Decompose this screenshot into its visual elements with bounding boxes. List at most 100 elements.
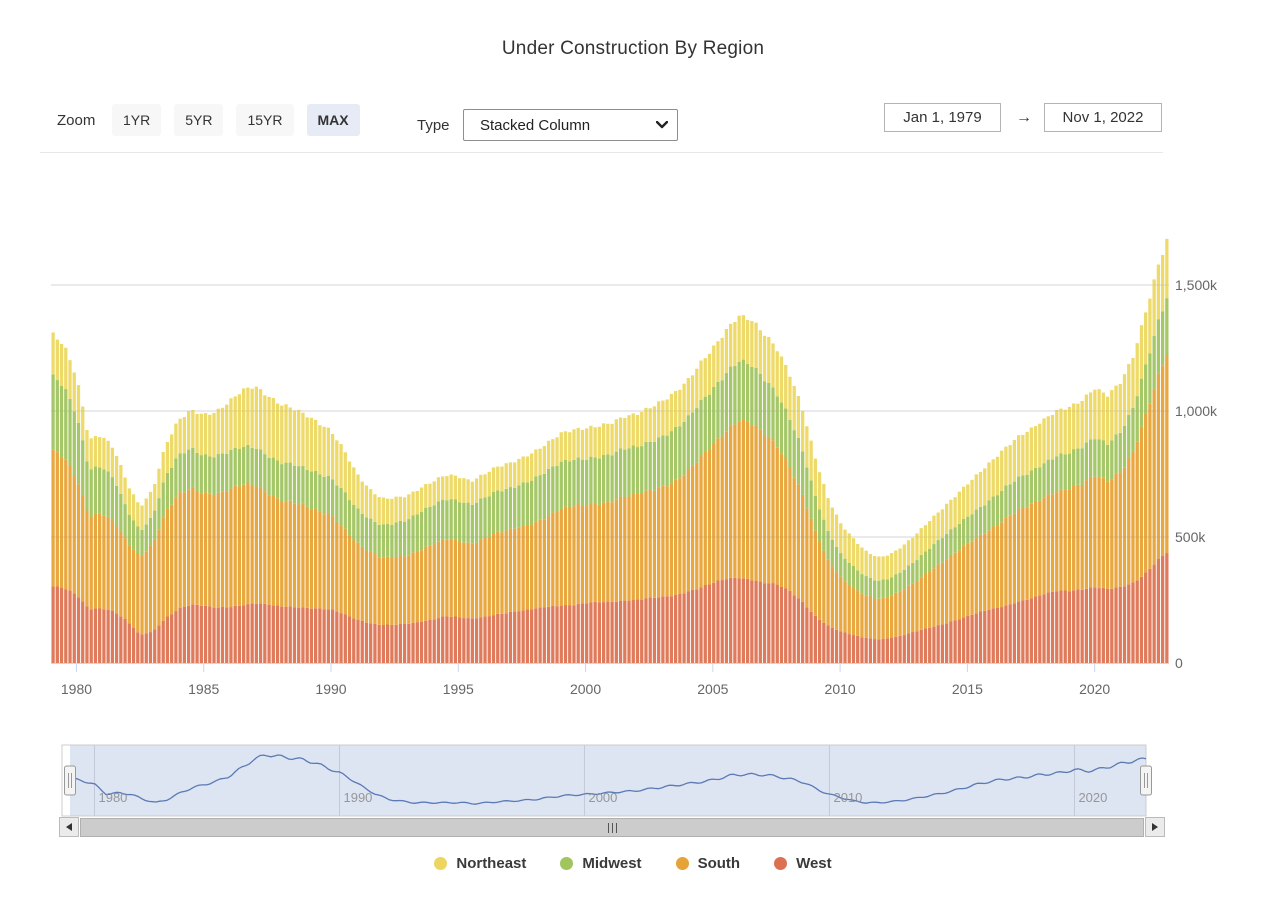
bar-segment-south[interactable] [119,531,123,617]
bar-segment-west[interactable] [449,616,453,663]
bar-segment-midwest[interactable] [106,471,110,517]
bar-segment-west[interactable] [89,609,93,663]
bar-segment-midwest[interactable] [59,385,64,458]
bar-segment-midwest[interactable] [1025,474,1029,508]
bar-segment-south[interactable] [1148,403,1152,569]
bar-segment-south[interactable] [881,597,885,639]
bar-segment-south[interactable] [817,542,822,620]
bar-segment-south[interactable] [98,513,102,609]
bar-segment-midwest[interactable] [360,513,364,547]
bar-segment-west[interactable] [398,623,402,663]
bar-segment-midwest[interactable] [767,382,771,438]
bar-segment-west[interactable] [665,596,669,663]
bar-segment-west[interactable] [529,609,534,663]
bar-segment-south[interactable] [85,510,89,607]
bar-segment-south[interactable] [72,474,76,594]
bar-segment-midwest[interactable] [182,453,187,493]
bar-segment-northeast[interactable] [246,387,250,445]
bar-segment-northeast[interactable] [991,459,995,497]
bar-segment-northeast[interactable] [817,472,822,510]
bar-segment-midwest[interactable] [978,506,983,535]
bar-segment-south[interactable] [1165,355,1169,554]
bar-segment-midwest[interactable] [123,504,127,539]
bar-segment-midwest[interactable] [585,459,589,507]
bar-segment-west[interactable] [513,611,517,663]
bar-segment-south[interactable] [1038,500,1042,596]
bar-segment-northeast[interactable] [428,483,432,507]
bar-segment-south[interactable] [877,598,881,640]
bar-segment-south[interactable] [856,590,860,636]
bar-segment-south[interactable] [729,425,733,578]
bar-segment-northeast[interactable] [563,431,568,460]
bar-segment-northeast[interactable] [978,471,983,507]
bar-segment-northeast[interactable] [174,423,178,459]
bar-segment-northeast[interactable] [601,423,606,455]
bar-segment-west[interactable] [275,605,280,663]
bar-segment-northeast[interactable] [716,341,720,382]
bar-segment-west[interactable] [68,590,72,663]
bar-segment-south[interactable] [322,514,326,610]
bar-segment-midwest[interactable] [254,449,258,487]
bar-segment-south[interactable] [110,520,115,611]
bar-segment-west[interactable] [165,616,170,663]
bar-segment-northeast[interactable] [140,505,144,530]
bar-segment-midwest[interactable] [517,485,521,528]
bar-segment-south[interactable] [618,496,623,601]
bar-segment-northeast[interactable] [81,406,85,441]
bar-segment-south[interactable] [568,507,572,606]
bar-segment-midwest[interactable] [284,462,288,502]
bar-segment-west[interactable] [453,616,458,663]
bar-segment-south[interactable] [915,581,919,632]
bar-segment-midwest[interactable] [737,361,741,422]
bar-segment-midwest[interactable] [593,457,597,504]
bar-segment-midwest[interactable] [229,449,233,489]
bar-segment-south[interactable] [339,525,343,614]
bar-segment-midwest[interactable] [546,468,551,516]
bar-segment-west[interactable] [669,596,674,663]
bar-segment-west[interactable] [288,606,292,663]
bar-segment-west[interactable] [1004,605,1008,663]
bar-segment-midwest[interactable] [534,476,538,522]
bar-segment-midwest[interactable] [165,472,170,509]
bar-segment-west[interactable] [373,623,377,663]
bar-segment-west[interactable] [1122,586,1127,663]
bar-segment-northeast[interactable] [441,476,445,500]
bar-segment-south[interactable] [343,528,347,615]
bar-segment-south[interactable] [648,489,652,598]
bar-segment-south[interactable] [258,487,263,604]
bar-segment-midwest[interactable] [678,426,682,479]
bar-segment-south[interactable] [373,554,377,624]
bar-segment-south[interactable] [953,552,957,621]
bar-segment-west[interactable] [1114,587,1118,663]
bar-segment-south[interactable] [453,539,458,617]
bar-segment-midwest[interactable] [1160,311,1165,366]
bar-segment-west[interactable] [970,614,974,663]
bar-segment-northeast[interactable] [402,497,407,522]
bar-segment-midwest[interactable] [93,466,98,514]
bar-segment-northeast[interactable] [1131,357,1135,408]
bar-segment-west[interactable] [978,611,983,663]
bar-segment-south[interactable] [441,539,445,617]
bar-segment-midwest[interactable] [453,499,458,540]
bar-segment-west[interactable] [750,580,754,663]
bar-segment-west[interactable] [1144,572,1148,663]
bar-segment-midwest[interactable] [174,458,178,498]
bar-segment-northeast[interactable] [165,442,170,473]
bar-segment-midwest[interactable] [267,457,271,496]
bar-segment-northeast[interactable] [868,554,873,579]
bar-segment-midwest[interactable] [258,449,263,488]
bar-segment-midwest[interactable] [1029,470,1033,504]
bar-segment-south[interactable] [377,557,381,625]
bar-segment-west[interactable] [805,607,809,663]
bar-segment-northeast[interactable] [1038,423,1042,468]
bar-segment-northeast[interactable] [657,401,661,438]
bar-segment-midwest[interactable] [504,488,508,531]
bar-segment-northeast[interactable] [1127,363,1131,415]
bar-segment-midwest[interactable] [847,562,851,586]
bar-segment-midwest[interactable] [394,522,398,557]
bar-segment-midwest[interactable] [487,496,491,538]
bar-segment-west[interactable] [119,616,123,663]
bar-segment-midwest[interactable] [957,523,961,551]
bar-segment-northeast[interactable] [538,448,542,476]
bar-segment-west[interactable] [809,611,813,663]
